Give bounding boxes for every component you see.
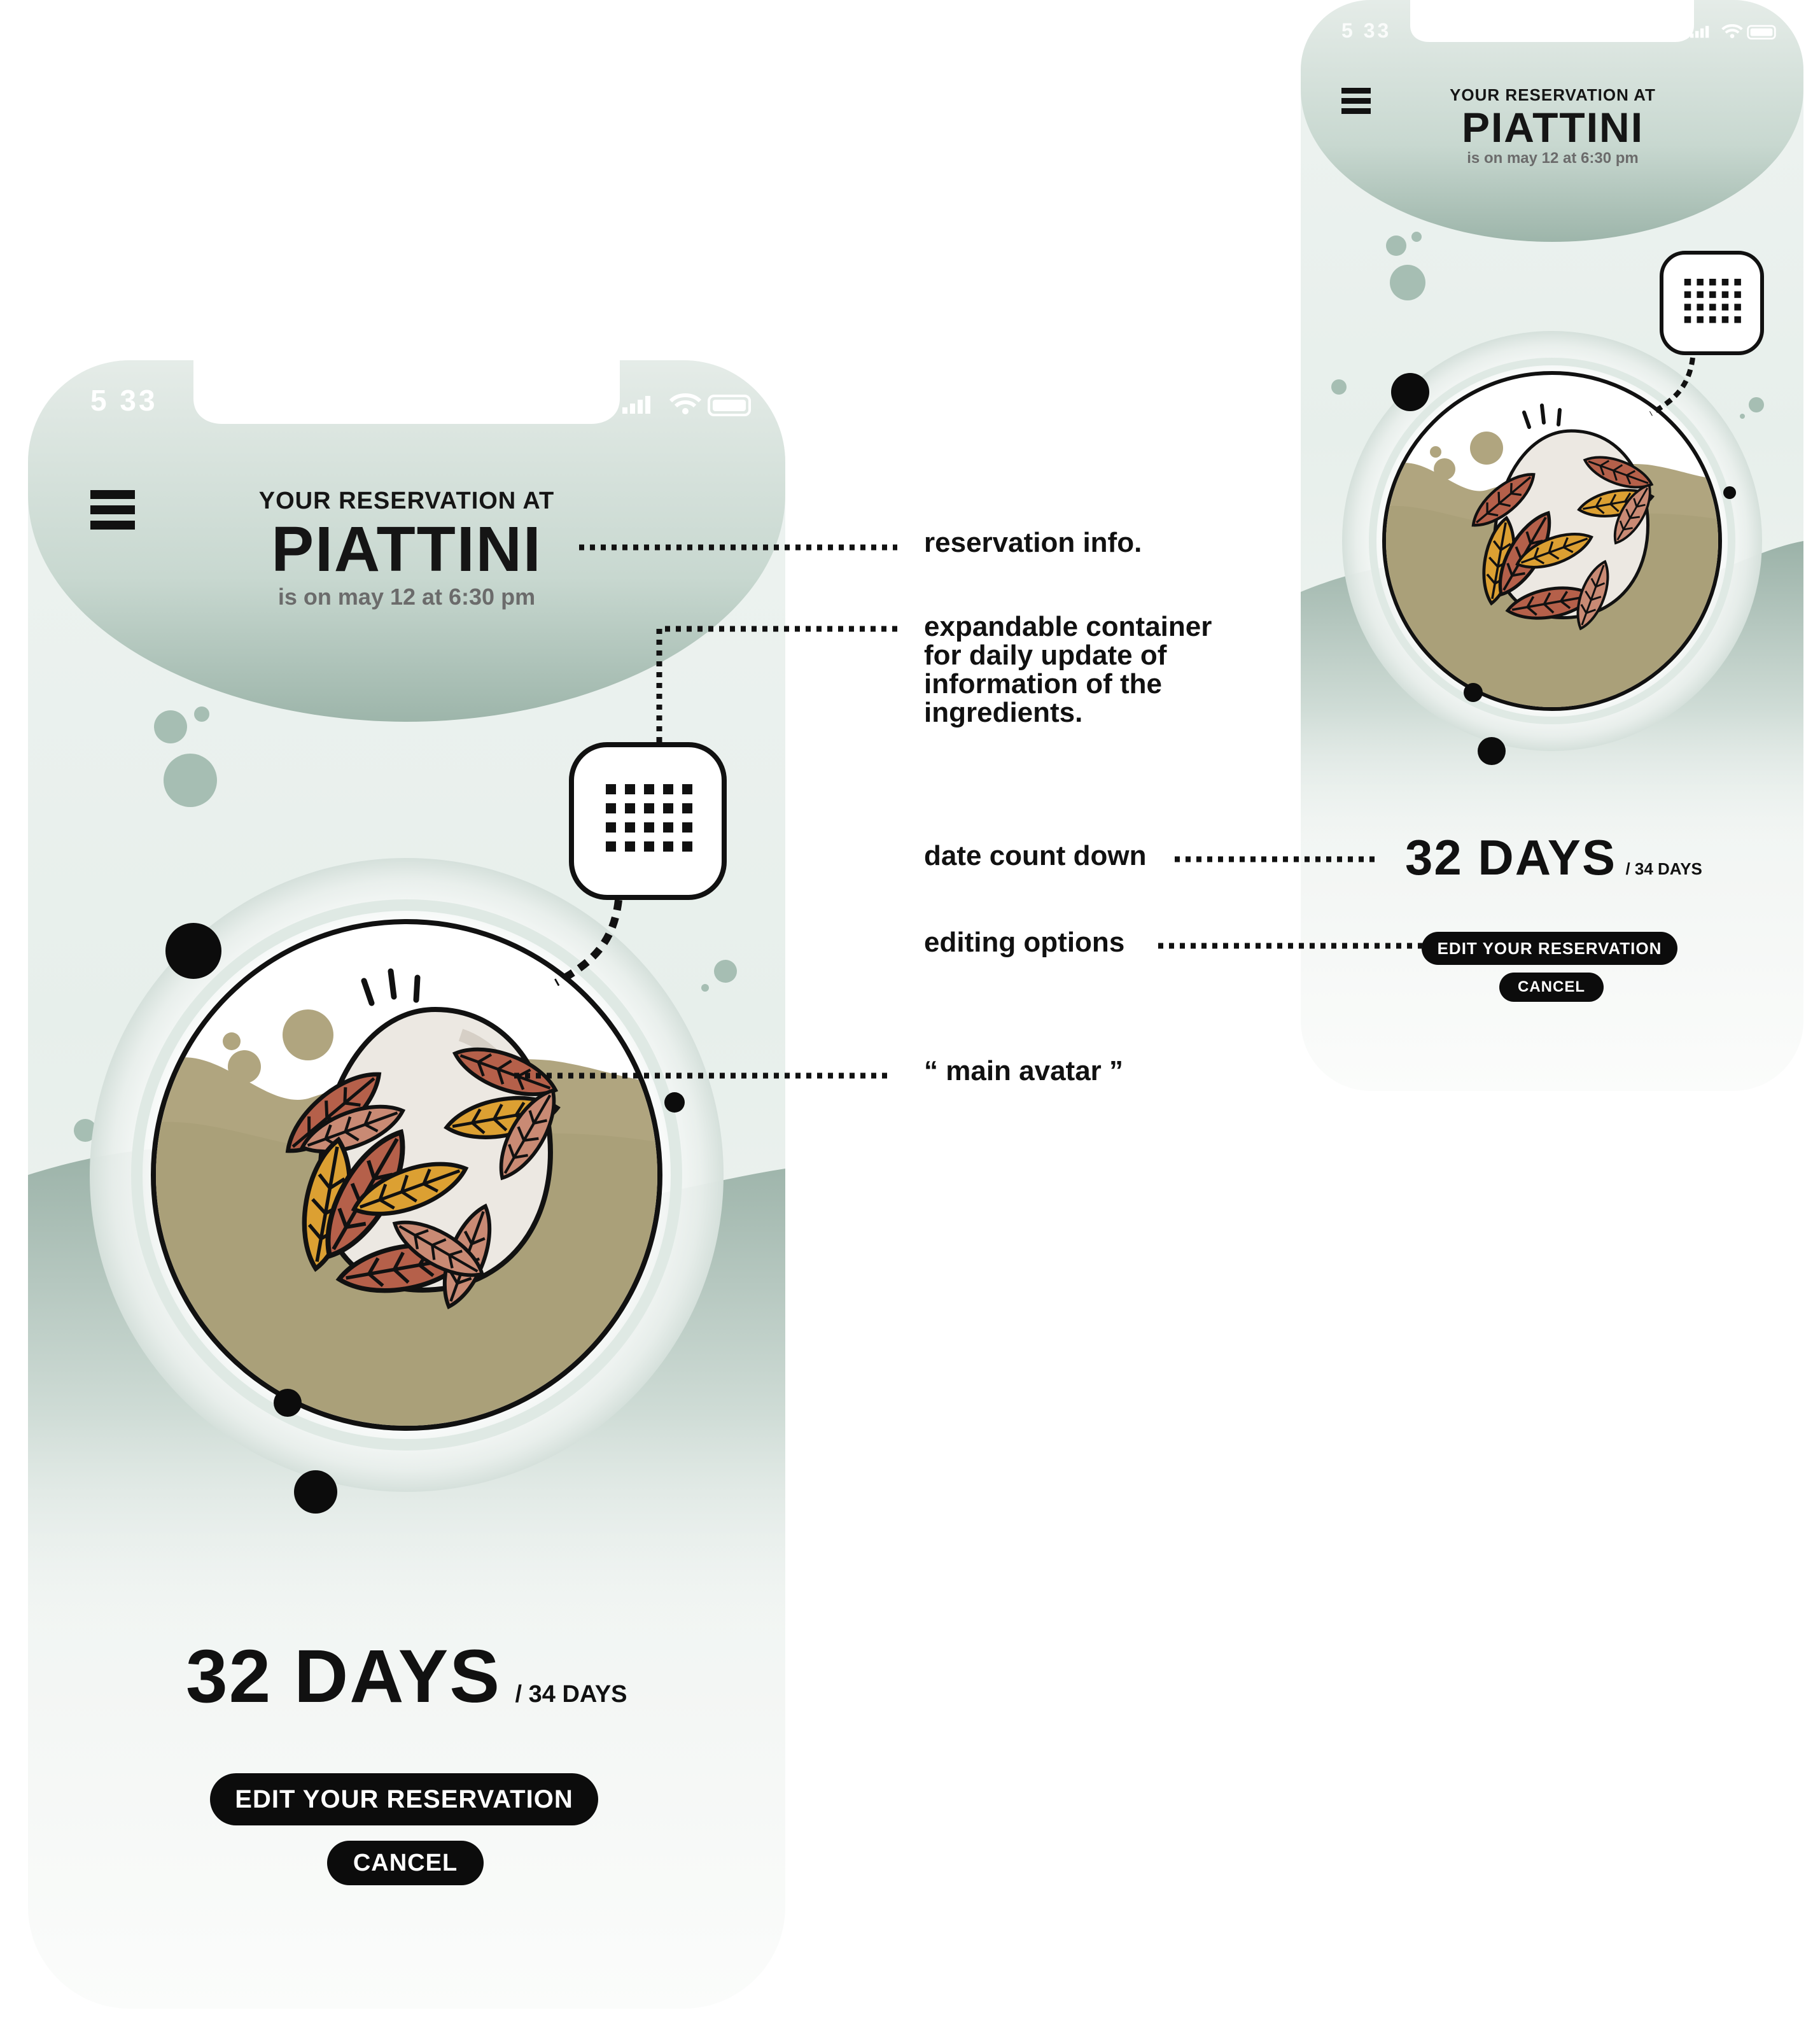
countdown-total: / 34 DAYS (515, 1681, 627, 1708)
phone-background (1301, 0, 1803, 847)
status-time: 5 33 (1341, 19, 1392, 42)
decor-bubble (1740, 414, 1745, 419)
header-label: YOUR RESERVATION AT (258, 488, 555, 514)
connector-dashed (1649, 357, 1695, 416)
countdown-days: 32 DAYS (186, 1634, 501, 1718)
annotation-line: information of the (924, 668, 1162, 699)
cancel-button[interactable]: CANCEL (327, 1841, 484, 1885)
date-countdown: 32 DAYS / 34 DAYS (1405, 829, 1702, 887)
date-countdown: 32 DAYS / 34 DAYS (186, 1633, 627, 1720)
decor-bubble (1411, 232, 1422, 242)
ingredients-info-button[interactable] (1660, 251, 1764, 355)
annotation-editing-options: editing options (924, 927, 1125, 958)
leader-expandable (656, 626, 897, 742)
header-label: YOUR RESERVATION AT (1450, 85, 1656, 104)
menu-icon[interactable] (1341, 88, 1371, 114)
reservation-header: YOUR RESERVATION AT PIATTINI is on may 1… (1419, 85, 1686, 167)
reservation-header: YOUR RESERVATION AT PIATTINI is on may 1… (206, 488, 607, 610)
decor-bubble (1749, 397, 1764, 412)
decor-bubble (701, 984, 709, 992)
annotation-expandable: expandable container for daily update of… (924, 612, 1212, 727)
decor-dot (664, 1092, 685, 1113)
decor-bubble (164, 754, 217, 807)
countdown-days: 32 DAYS (1405, 829, 1616, 885)
annotation-line: for daily update of (924, 640, 1167, 671)
decor-dot (1723, 486, 1736, 499)
decor-bubble (1331, 379, 1347, 395)
edit-reservation-button[interactable]: EDIT YOUR RESERVATION (210, 1773, 598, 1825)
decor-dot (1391, 373, 1429, 411)
annotation-line: ingredients. (924, 697, 1083, 728)
countdown-total: / 34 DAYS (1625, 859, 1702, 878)
ingredients-info-button[interactable] (569, 742, 727, 900)
decor-bubble (74, 1119, 97, 1142)
restaurant-name: PIATTINI (271, 514, 542, 585)
decor-dot (165, 923, 221, 979)
annotation-line: expandable container (924, 611, 1212, 642)
connector-dashed (554, 899, 622, 987)
reservation-time: is on may 12 at 6:30 pm (1467, 150, 1639, 167)
grid-dots-icon (1684, 279, 1741, 323)
status-time: 5 33 (90, 384, 158, 417)
phone-small: 5 33 YOUR RESERVATION AT PIATTINI is on … (1301, 0, 1803, 1091)
decor-bubble (154, 710, 187, 743)
status-icons (622, 393, 751, 416)
cancel-button[interactable]: CANCEL (1499, 973, 1604, 1002)
main-avatar[interactable] (90, 858, 724, 1492)
phone-background (28, 360, 785, 1633)
decor-bubble (1386, 235, 1406, 256)
decor-dot (1464, 683, 1483, 702)
notch (1410, 0, 1694, 42)
grid-dots-icon (606, 784, 692, 852)
main-avatar[interactable] (1342, 331, 1762, 751)
reservation-time: is on may 12 at 6:30 pm (277, 584, 536, 610)
decor-bubble (714, 960, 737, 983)
decor-bubble (1390, 265, 1425, 300)
status-icons (1690, 24, 1776, 39)
edit-reservation-button[interactable]: EDIT YOUR RESERVATION (1422, 932, 1677, 965)
decor-dot (294, 1470, 337, 1514)
decor-dot (274, 1389, 302, 1417)
notch (193, 360, 620, 424)
restaurant-name: PIATTINI (1461, 104, 1644, 151)
annotation-main-avatar: “ main avatar ” (924, 1055, 1124, 1086)
decor-bubble (194, 706, 209, 722)
decor-dot (1478, 737, 1506, 765)
annotation-date-countdown: date count down (924, 840, 1147, 871)
annotation-reservation-info: reservation info. (924, 527, 1142, 558)
menu-icon[interactable] (90, 490, 135, 530)
phone-large: 5 33 YOUR RESERVATION AT PIATTINI is on … (28, 360, 785, 2009)
